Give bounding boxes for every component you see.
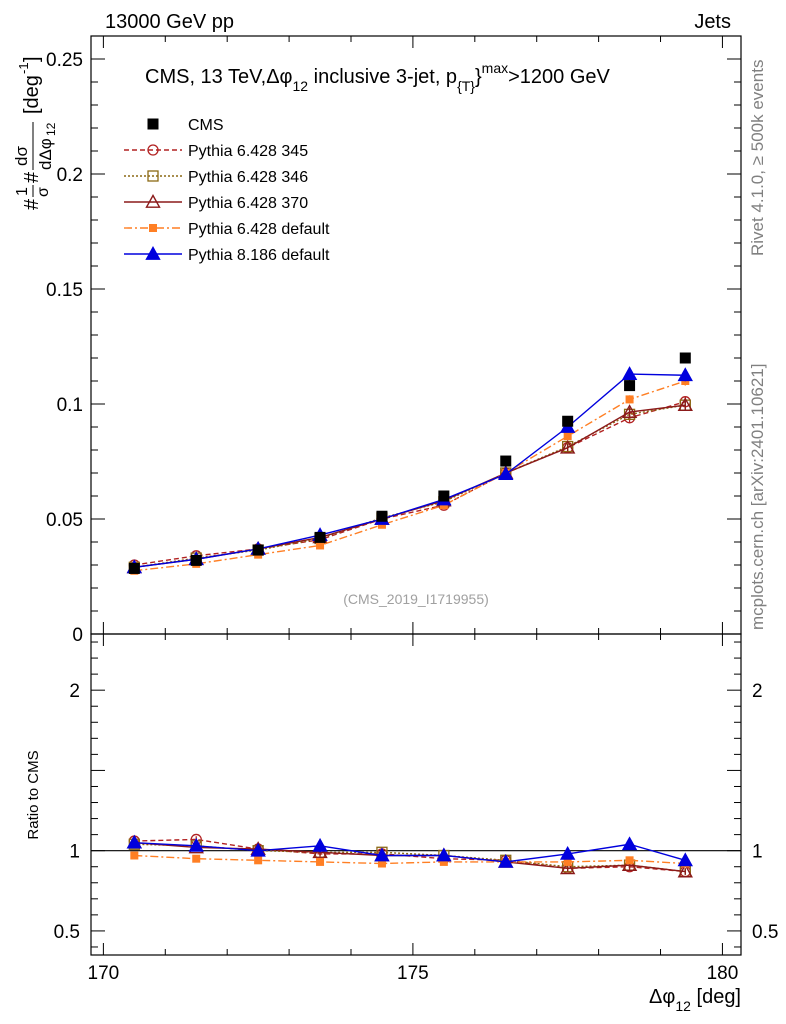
ratio-series-3-point [621,857,638,872]
main-series-0-point [438,490,450,502]
ratio-series-4-point [192,854,201,863]
svg-text:σ: σ [35,187,52,197]
legend-marker-5 [145,246,161,260]
legend-label-2: Pythia 6.428 346 [188,169,308,186]
main-series-0-point [252,544,264,556]
ratio-series-5-point [188,837,204,852]
main-series-4-line [134,380,686,572]
y-tick-label: 0.1 [57,395,83,416]
legend-label-0: CMS [188,117,224,134]
main-series-4-point [625,395,634,404]
y-tick-label: 0.2 [57,165,83,186]
svg-text:1: 1 [14,187,31,196]
ratio-series-5-point [436,847,452,862]
ratio-series-5-line [134,841,686,863]
ratio-series-5-point [498,853,514,868]
ratio-series-4-point [625,856,634,865]
main-series-4-point [316,541,325,550]
svg-text:#: # [21,198,43,210]
x-tick-label: 170 [88,963,120,984]
ratio-series-4-point [130,851,139,860]
main-series-3-point [677,397,693,412]
ratio-series-5-point [677,852,693,867]
main-series-0-point [624,380,636,392]
ratio-series-5-point [621,836,638,851]
svg-text:dΔφ: dΔφ [36,138,55,170]
y-tick-label: 0.05 [46,510,83,531]
y-tick-label: 0 [72,625,83,646]
main-series-0-point [314,531,326,543]
legend-marker-3 [145,194,161,208]
main-series-0-point [128,562,140,574]
main-series-0-point [679,352,691,364]
ratio-y-axis-label: Ratio to CMS [25,750,42,839]
ratio-series-5-point [126,834,143,849]
x-tick-label: 180 [707,963,739,984]
ratio-y-tick-label-right: 1 [752,842,763,863]
ratio-series-4-point [563,857,572,866]
legend-marker-4 [149,224,157,232]
main-series-5-point [621,366,638,380]
legend-label-3: Pythia 6.428 370 [188,195,308,212]
process-label: Jets [694,11,731,33]
rivet-version-label: Rivet 4.1.0, ≥ 500k events [748,59,767,256]
x-axis-label: Δφ12 [deg] [649,986,741,1014]
main-series-3-point [621,404,638,418]
legend-marker-1 [147,144,159,156]
legend-label-4: Pythia 6.428 default [188,221,330,238]
main-series-3-point [559,439,576,454]
main-series-0-point [500,455,512,467]
ratio-series-4-point [254,856,263,865]
ratio-y-tick-label: 0.5 [54,922,80,943]
legend-label-1: Pythia 6.428 345 [188,143,308,160]
main-series-4-point [563,432,572,441]
main-series-2-line [134,404,686,568]
svg-text:12: 12 [44,122,58,136]
legend-marker-0 [147,118,159,130]
main-y-axis-label: # 1 σ # dσ dΔφ 12 [deg -1 ] [12,56,58,210]
mcplots-label: mcplots.cern.ch [arXiv:2401.10621] [748,363,767,630]
ratio-series-3-point [559,860,576,875]
main-series-0-point [376,510,388,522]
ratio-y-tick-label: 2 [69,681,80,702]
ratio-y-tick-label: 1 [69,842,80,863]
ratio-series-4-point [439,857,448,866]
ratio-y-tick-label-right: 2 [752,681,763,702]
ratio-series-5-point [374,847,390,862]
x-tick-label: 175 [397,963,429,984]
svg-text:dσ: dσ [12,146,31,166]
legend-marker-2 [147,170,159,182]
main-series-5-point [677,367,693,382]
svg-text:-1: -1 [16,62,31,74]
ratio-series-1-line [134,838,686,873]
main-series-3-line [134,404,686,568]
y-tick-label: 0.15 [46,280,83,301]
ratio-series-4-point [377,859,386,868]
analysis-id: (CMS_2019_I1719955) [343,591,489,607]
ratio-series-3-point [677,863,693,878]
energy-label: 13000 GeV pp [105,11,234,33]
ratio-series-5-point [312,837,328,852]
main-series-1-line [134,401,686,566]
ratio-panel-frame [90,633,742,956]
main-series-0-point [190,554,202,566]
svg-text:[deg: [deg [21,75,43,114]
ratio-series-5-point [559,845,576,860]
ratio-series-5-point [250,842,266,857]
legend-label-5: Pythia 8.186 default [188,247,330,264]
svg-text:#: # [21,171,43,183]
main-series-5-line [134,373,686,568]
plot-title: CMS, 13 TeV,Δφ12 inclusive 3-jet, p{T}}m… [145,60,611,94]
svg-text:]: ] [21,56,43,62]
ratio-series-4-point [316,857,325,866]
ratio-y-tick-label-right: 0.5 [752,922,778,943]
ratio-series-4-line [134,854,686,865]
main-series-5-point [498,466,514,481]
y-tick-label: 0.25 [46,50,83,71]
main-series-0-point [562,415,574,427]
